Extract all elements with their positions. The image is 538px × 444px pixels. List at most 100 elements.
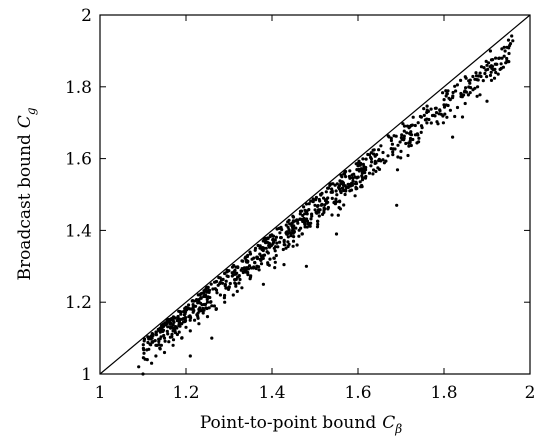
scatter-point [462,93,466,97]
scatter-point [171,338,176,342]
scatter-point [184,305,188,309]
scatter-point [218,293,222,297]
scatter-point [209,282,213,286]
scatter-point [386,154,390,158]
scatter-point [205,297,209,302]
scatter-point [496,72,500,76]
scatter-point [315,225,320,229]
scatter-point [434,106,438,110]
scatter-point [490,64,495,69]
scatter-point [446,103,450,108]
scatter-point [348,182,352,187]
scatter-point [168,318,172,322]
scatter-point [198,306,202,310]
scatter-point [344,189,348,193]
scatter-point [372,168,376,172]
scatter-point [400,133,404,137]
scatter-point [410,123,414,127]
scatter-point [507,60,511,64]
scatter-point [413,133,417,137]
scatter-point [436,122,440,126]
y-tick-label: 1.2 [65,293,92,313]
scatter-point [422,113,426,117]
scatter-point [353,194,357,198]
scatter-point [223,271,227,276]
scatter-point [266,262,270,266]
scatter-point [486,67,490,71]
scatter-point [505,56,509,61]
plot-frame [99,14,531,375]
scatter-point [299,226,303,230]
scatter-point [284,231,288,235]
scatter-point [389,138,393,143]
scatter-point [167,340,171,344]
scatter-point [165,329,169,333]
scatter-point [203,288,208,292]
scatter-point [339,189,343,193]
scatter-point [159,335,163,339]
scatter-point [344,175,348,179]
scatter-point [142,348,146,352]
scatter-point [240,286,244,290]
scatter-point [337,185,341,190]
scatter-point [182,313,186,317]
scatter-point [257,268,261,272]
scatter-point [506,38,511,42]
scatter-point [164,323,168,327]
scatter-point [475,78,479,82]
scatter-point [485,63,489,67]
x-axis-label-text: Point-to-point bound [200,413,377,433]
scatter-point [479,65,484,69]
scatter-point [282,263,286,267]
scatter-point [475,94,479,98]
scatter-point [359,167,363,171]
scatter-point [420,126,424,130]
scatter-point [170,335,174,339]
scatter-point [375,153,379,157]
scatter-point [255,264,259,268]
scatter-point [163,339,167,343]
scatter-point [419,115,423,119]
scatter-point [248,252,253,256]
y-tick-label: 2 [81,6,92,26]
scatter-point [234,282,238,286]
scatter-point [187,303,191,307]
scatter-point [459,91,463,96]
scatter-point [430,113,435,118]
scatter-point [291,227,295,231]
scatter-point [478,93,482,97]
scatter-point [184,325,188,329]
scatter-point [371,172,375,176]
scatter-point [279,226,283,230]
scatter-point [453,114,457,119]
scatter-point [413,123,417,128]
scatter-point [371,148,375,152]
scatter-point [295,218,299,222]
scatter-point [303,222,307,226]
scatter-point [291,239,296,243]
scatter-point [398,140,402,144]
scatter-point [178,324,182,328]
scatter-point [488,49,492,53]
scatter-point [157,343,161,347]
scatter-point [429,107,433,111]
y-axis-ticks: 1 1.2 1.4 1.6 1.8 2 [65,6,530,385]
scatter-point [211,287,215,291]
scatter-point [289,231,293,235]
scatter-point [235,271,239,275]
scatter-point [355,186,359,191]
x-tick-label: 1.4 [258,383,285,403]
scatter-point [199,301,203,305]
scatter-point [334,189,338,193]
scatter-point [356,161,360,165]
scatter-point [237,281,241,285]
scatter-point [335,182,339,186]
scatter-point [326,186,330,190]
scatter-point [272,240,276,244]
scatter-point [468,78,472,82]
scatter-point [272,256,276,260]
scatter-point [335,193,339,197]
scatter-point [243,270,247,274]
scatter-point [224,279,228,283]
scatter-point [157,339,161,344]
